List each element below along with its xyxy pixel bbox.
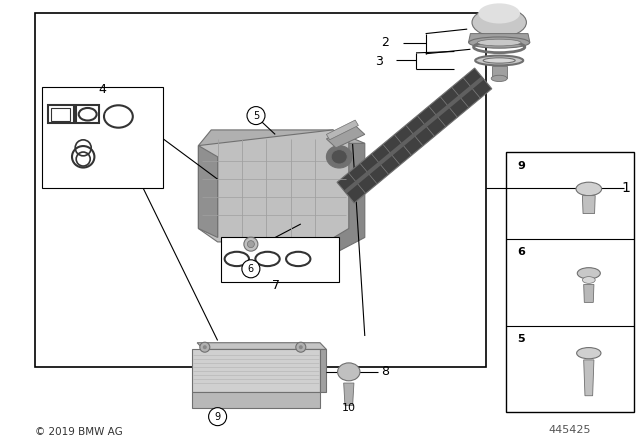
Ellipse shape [118, 115, 129, 123]
Ellipse shape [492, 75, 508, 82]
Text: 1: 1 [621, 181, 630, 195]
Text: 8: 8 [381, 365, 388, 379]
Ellipse shape [292, 255, 305, 263]
Text: 5: 5 [517, 334, 525, 344]
Text: 7: 7 [273, 279, 280, 293]
Text: 9: 9 [517, 161, 525, 171]
Ellipse shape [577, 348, 601, 359]
Circle shape [244, 237, 258, 251]
Ellipse shape [476, 56, 524, 65]
Ellipse shape [477, 39, 521, 46]
Ellipse shape [582, 276, 595, 284]
Ellipse shape [472, 8, 527, 37]
Ellipse shape [469, 37, 530, 48]
Bar [35, 13, 486, 367]
Ellipse shape [483, 58, 515, 63]
Text: 5: 5 [253, 111, 259, 121]
Polygon shape [492, 66, 507, 78]
Text: © 2019 BMW AG: © 2019 BMW AG [35, 427, 123, 437]
Polygon shape [584, 284, 594, 302]
Ellipse shape [576, 182, 602, 196]
Polygon shape [192, 392, 320, 408]
Polygon shape [198, 146, 218, 237]
Polygon shape [468, 34, 530, 43]
Bar [506, 152, 634, 412]
Bar [42, 87, 163, 188]
Text: 6: 6 [517, 247, 525, 257]
Polygon shape [198, 130, 349, 242]
Text: 10: 10 [342, 403, 356, 413]
Text: 4: 4 [99, 83, 106, 96]
Ellipse shape [338, 363, 360, 381]
Ellipse shape [332, 150, 348, 164]
Circle shape [296, 342, 306, 352]
Circle shape [248, 241, 254, 248]
Circle shape [209, 408, 227, 426]
Circle shape [203, 345, 207, 349]
Polygon shape [582, 196, 595, 214]
Ellipse shape [261, 255, 274, 263]
Circle shape [299, 345, 303, 349]
Polygon shape [320, 349, 326, 392]
Polygon shape [326, 120, 358, 140]
Polygon shape [344, 383, 354, 405]
Polygon shape [197, 343, 326, 349]
Text: 3: 3 [375, 55, 383, 68]
Polygon shape [192, 349, 320, 392]
Polygon shape [344, 76, 484, 194]
Polygon shape [218, 143, 365, 251]
Circle shape [242, 260, 260, 278]
Ellipse shape [230, 255, 243, 263]
Text: 9: 9 [214, 412, 221, 422]
Polygon shape [337, 68, 492, 203]
Text: 6: 6 [248, 264, 254, 274]
Circle shape [200, 342, 210, 352]
Bar [221, 237, 339, 282]
Polygon shape [326, 125, 365, 148]
Polygon shape [198, 130, 365, 157]
Ellipse shape [326, 146, 352, 168]
Text: 2: 2 [381, 36, 389, 49]
Ellipse shape [577, 267, 600, 279]
Ellipse shape [106, 109, 118, 119]
Polygon shape [584, 360, 594, 396]
Ellipse shape [479, 3, 520, 23]
Text: 445425: 445425 [548, 425, 591, 435]
Circle shape [247, 107, 265, 125]
